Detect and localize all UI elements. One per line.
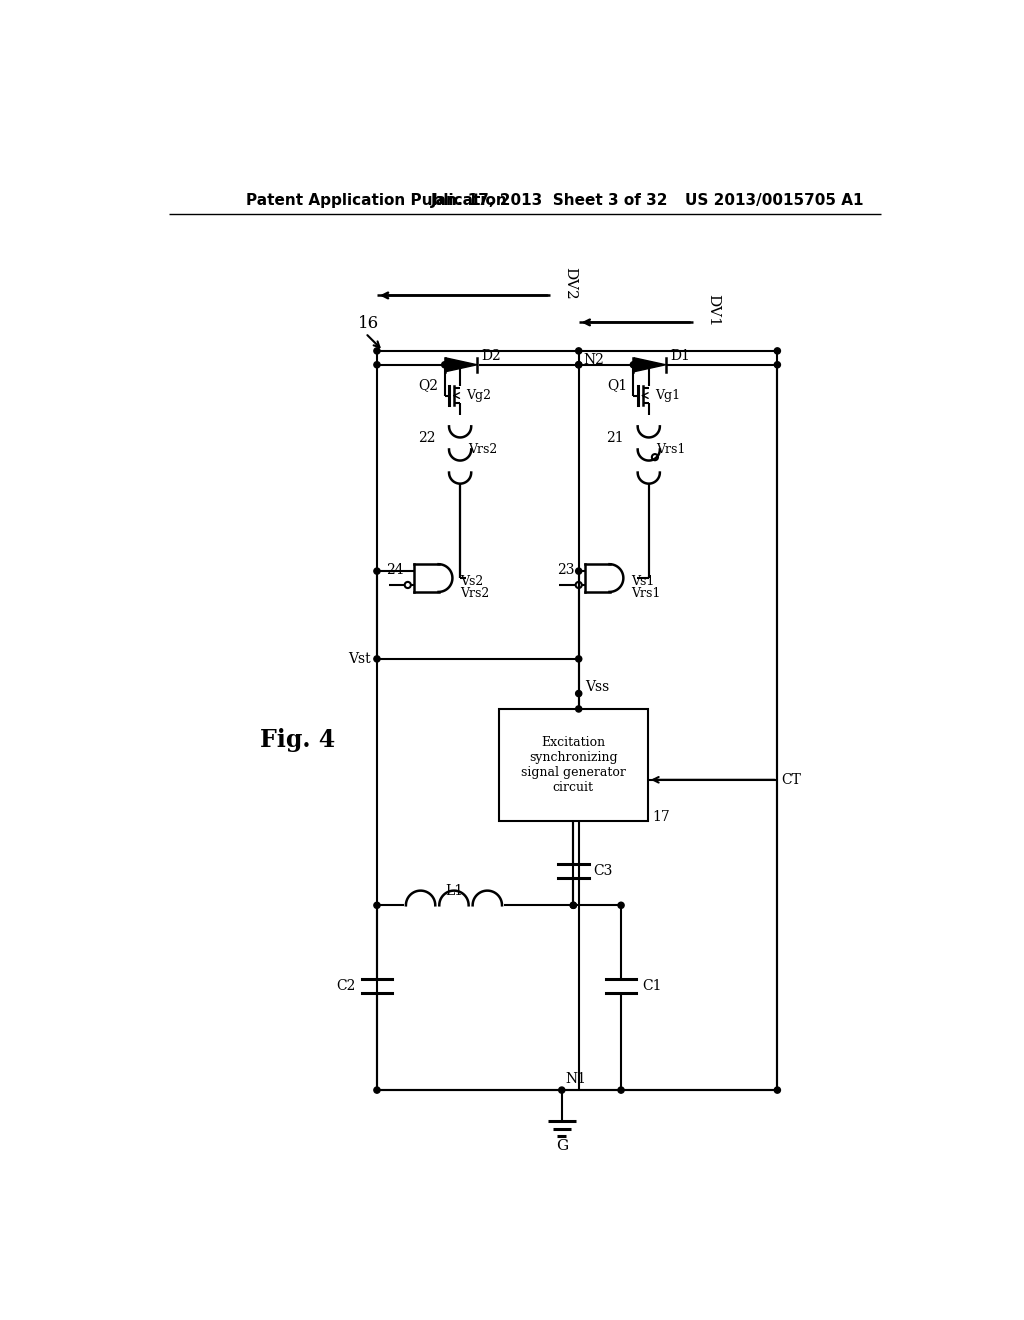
- Text: Jan. 17, 2013  Sheet 3 of 32: Jan. 17, 2013 Sheet 3 of 32: [431, 193, 669, 209]
- Circle shape: [646, 362, 652, 368]
- Text: Vrs1: Vrs1: [656, 444, 686, 455]
- Circle shape: [374, 362, 380, 368]
- Text: Q1: Q1: [607, 378, 628, 392]
- Text: 22: 22: [418, 430, 435, 445]
- Circle shape: [575, 656, 582, 663]
- Circle shape: [774, 348, 780, 354]
- Polygon shape: [634, 358, 666, 372]
- Text: Q2: Q2: [419, 378, 438, 392]
- Text: Vrs2: Vrs2: [460, 587, 489, 601]
- Text: C2: C2: [336, 979, 355, 993]
- Text: Vst: Vst: [348, 652, 371, 665]
- Text: DV2: DV2: [563, 267, 578, 300]
- Circle shape: [374, 348, 380, 354]
- Text: L1: L1: [444, 884, 463, 899]
- Text: 16: 16: [357, 315, 379, 333]
- Circle shape: [575, 568, 582, 574]
- Circle shape: [774, 362, 780, 368]
- Text: Fig. 4: Fig. 4: [260, 727, 335, 752]
- Text: N2: N2: [584, 354, 604, 367]
- Circle shape: [374, 903, 380, 908]
- Text: Vg2: Vg2: [466, 389, 492, 403]
- Circle shape: [374, 568, 380, 574]
- Text: Vss: Vss: [585, 680, 609, 694]
- Circle shape: [575, 706, 582, 711]
- Circle shape: [559, 1088, 565, 1093]
- Text: Vg1: Vg1: [655, 389, 680, 403]
- Circle shape: [374, 656, 380, 663]
- Text: 21: 21: [606, 430, 625, 445]
- Text: N1: N1: [565, 1072, 587, 1085]
- Text: Patent Application Publication: Patent Application Publication: [246, 193, 507, 209]
- Text: Excitation
synchronizing
signal generator
circuit: Excitation synchronizing signal generato…: [521, 735, 626, 793]
- Text: Vs1: Vs1: [631, 576, 654, 589]
- Circle shape: [457, 362, 463, 368]
- Circle shape: [617, 1088, 625, 1093]
- Text: Vs2: Vs2: [460, 576, 483, 589]
- Circle shape: [570, 903, 577, 908]
- Text: Vrs2: Vrs2: [468, 444, 497, 455]
- Circle shape: [575, 362, 582, 368]
- Circle shape: [575, 690, 582, 697]
- Circle shape: [575, 348, 582, 354]
- Circle shape: [441, 362, 447, 368]
- Bar: [499, 709, 648, 821]
- Text: 17: 17: [652, 809, 670, 824]
- Circle shape: [575, 362, 582, 368]
- Text: US 2013/0015705 A1: US 2013/0015705 A1: [685, 193, 863, 209]
- Text: G: G: [556, 1139, 568, 1152]
- Text: D2: D2: [481, 348, 502, 363]
- Text: D1: D1: [671, 348, 690, 363]
- Polygon shape: [445, 358, 477, 372]
- Text: 23: 23: [557, 564, 574, 577]
- Text: C1: C1: [643, 979, 663, 993]
- Circle shape: [374, 1088, 380, 1093]
- Text: 24: 24: [386, 564, 403, 577]
- Circle shape: [617, 903, 625, 908]
- Circle shape: [631, 362, 637, 368]
- Text: C3: C3: [593, 863, 612, 878]
- Text: DV1: DV1: [707, 294, 721, 326]
- Circle shape: [774, 1088, 780, 1093]
- Text: Vrs1: Vrs1: [631, 587, 660, 601]
- Circle shape: [570, 903, 577, 908]
- Text: CT: CT: [781, 772, 801, 787]
